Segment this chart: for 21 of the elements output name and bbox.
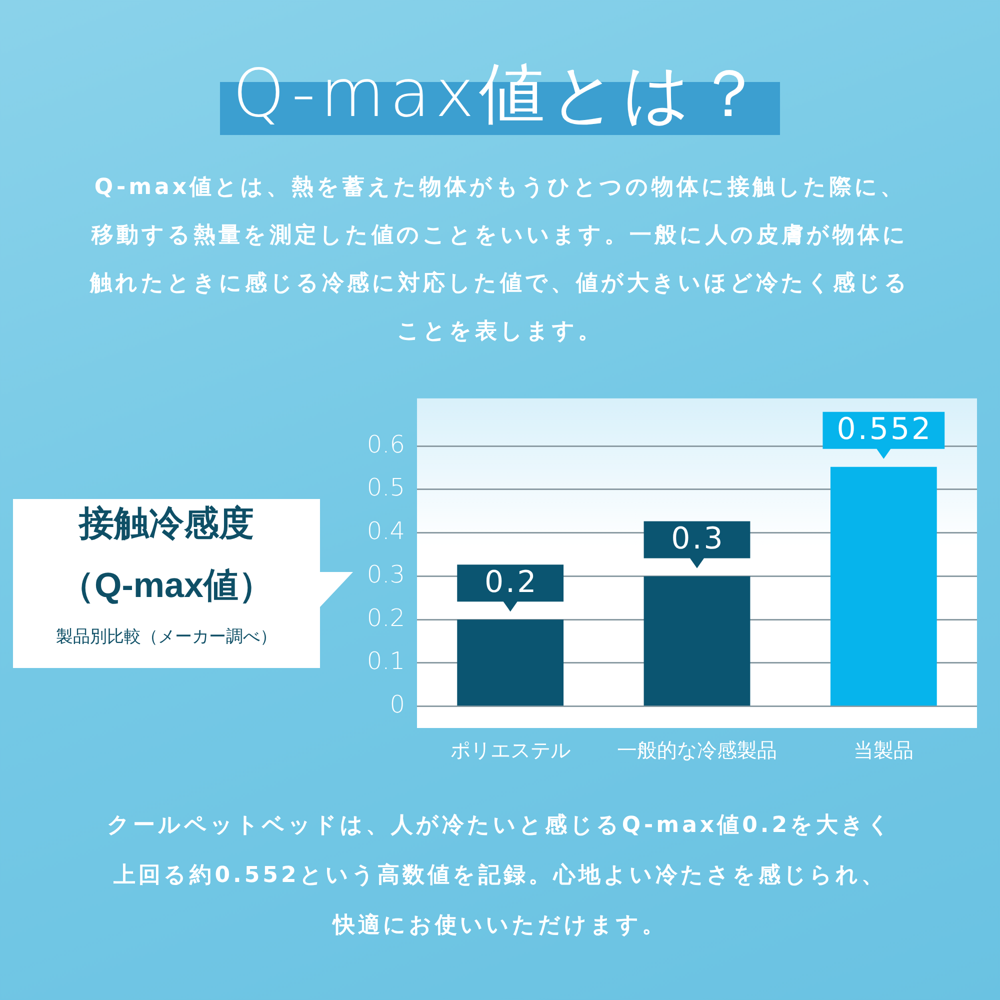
data-label: 0.2: [484, 564, 538, 600]
y-tick-label: 0.5: [366, 474, 405, 502]
x-tick-label: ポリエステル: [450, 738, 570, 762]
y-tick-label: 0: [390, 690, 405, 719]
text: クールペットベッドは、人が冷たいと感じるQ-max値0.2を大きく上回る約0.552という高数値を記録。心地よい冷たさを感じられ、快適にお使いいただけます。: [106, 812, 894, 940]
bar: [644, 576, 750, 706]
data-label: 0.552: [836, 412, 933, 448]
bar: [457, 620, 564, 706]
y-tick-label: 0.2: [366, 604, 405, 632]
y-axis-title: 接触冷感度（Q-max値）: [58, 503, 274, 607]
x-tick-label: 一般的な冷感製品: [617, 738, 777, 762]
data-label: 0.3: [671, 522, 725, 557]
y-tick-label: 0.1: [366, 647, 405, 676]
y-tick-label: 0.6: [366, 430, 405, 458]
chart-title: Q-max値とは？: [232, 55, 768, 132]
chart-subtitle: Q-max値とは、熱を蓄えた物体がもうひとつの物体に接触した際に、移動する熱量を測定した値のことをいいます。一般に人の皮膚が物体に触れたときに感じる冷感に対応した値で、値が大きいほど冷たく感じることを表します。: [89, 174, 911, 346]
y-tick-label: 0.3: [366, 560, 405, 588]
x-tick-label: 当製品: [854, 738, 914, 762]
y-tick-label: 0.4: [366, 517, 405, 546]
text: 製品別比較（メーカー調べ）: [55, 626, 278, 648]
bar: [830, 466, 937, 706]
